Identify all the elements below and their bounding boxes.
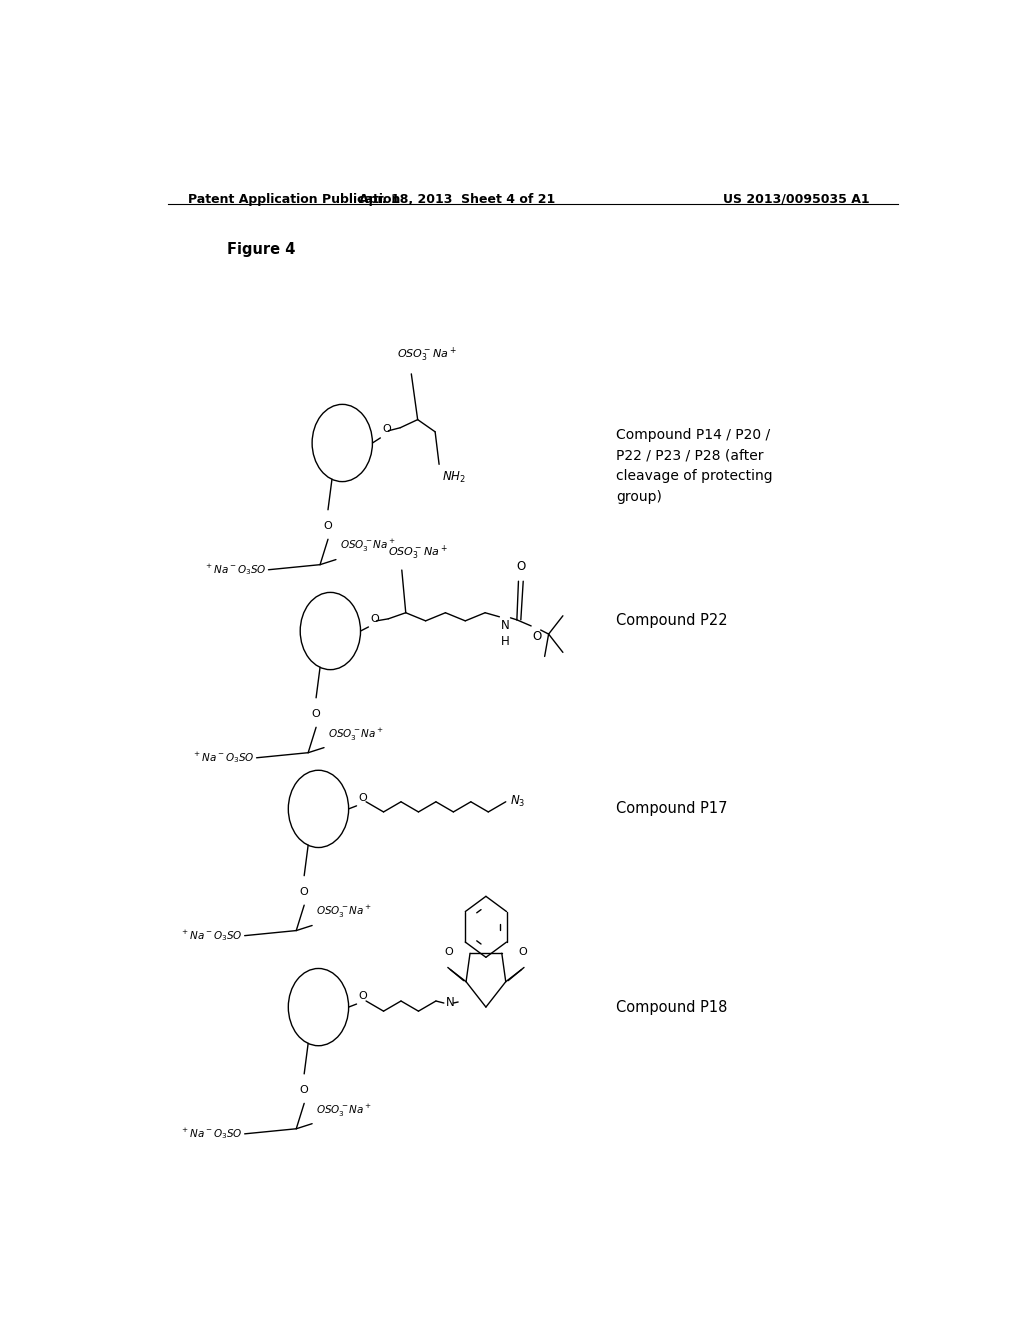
Text: N: N: [445, 995, 455, 1008]
Text: US 2013/0095035 A1: US 2013/0095035 A1: [723, 193, 870, 206]
Text: $OSO_3^-Na^+$: $OSO_3^-Na^+$: [316, 1102, 373, 1118]
Text: O: O: [324, 521, 333, 531]
Text: N: N: [501, 619, 510, 632]
Text: O: O: [519, 948, 527, 957]
Text: O: O: [358, 991, 367, 1001]
Text: Figure 4: Figure 4: [227, 242, 296, 257]
Text: $NH_2$: $NH_2$: [442, 470, 466, 484]
Text: O: O: [531, 630, 542, 643]
Text: Compound P17: Compound P17: [616, 801, 728, 816]
Text: $^+Na^-O_3SO$: $^+Na^-O_3SO$: [180, 928, 243, 942]
Text: O: O: [382, 424, 391, 434]
Text: O: O: [370, 614, 379, 624]
Text: Compound P18: Compound P18: [616, 999, 727, 1015]
Text: $OSO_3^-Na^+$: $OSO_3^-Na^+$: [397, 346, 457, 364]
Text: O: O: [516, 560, 525, 573]
Text: H: H: [501, 635, 510, 648]
Text: Compound P22: Compound P22: [616, 614, 728, 628]
Text: Apr. 18, 2013  Sheet 4 of 21: Apr. 18, 2013 Sheet 4 of 21: [359, 193, 555, 206]
Text: $OSO_3^-Na^+$: $OSO_3^-Na^+$: [340, 539, 396, 554]
Text: $^+Na^-O_3SO$: $^+Na^-O_3SO$: [204, 562, 266, 577]
Text: $N_3$: $N_3$: [510, 795, 525, 809]
Text: O: O: [358, 793, 367, 803]
Text: $OSO_3^-Na^+$: $OSO_3^-Na^+$: [328, 726, 384, 743]
Text: O: O: [300, 1085, 308, 1096]
Text: $^+Na^-O_3SO$: $^+Na^-O_3SO$: [180, 1126, 243, 1142]
Text: O: O: [311, 709, 321, 719]
Text: O: O: [444, 948, 453, 957]
Text: Patent Application Publication: Patent Application Publication: [187, 193, 400, 206]
Text: $OSO_3^-Na^+$: $OSO_3^-Na^+$: [316, 904, 373, 920]
Text: Compound P14 / P20 /
P22 / P23 / P28 (after
cleavage of protecting
group): Compound P14 / P20 / P22 / P23 / P28 (af…: [616, 428, 773, 503]
Text: $^+Na^-O_3SO$: $^+Na^-O_3SO$: [191, 750, 254, 766]
Text: O: O: [300, 887, 308, 898]
Text: $OSO_3^-Na^+$: $OSO_3^-Na^+$: [387, 544, 447, 562]
